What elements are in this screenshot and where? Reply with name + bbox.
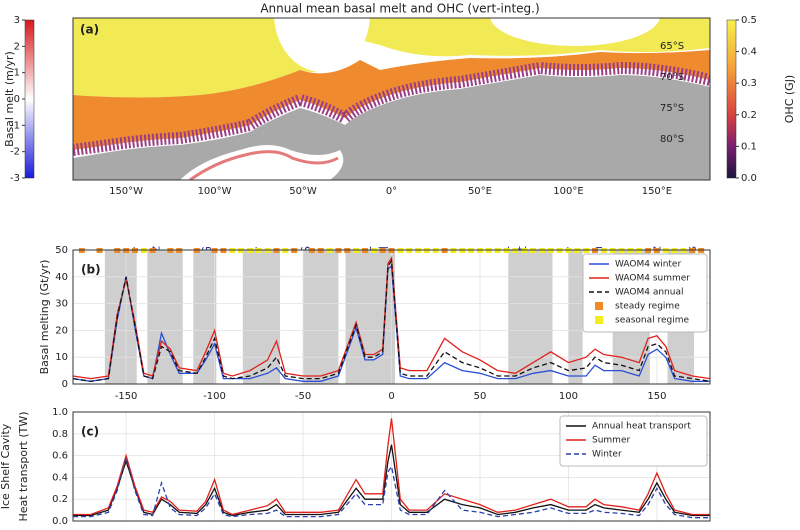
colorbar-tick-label: 0.3 [741,78,757,89]
x-tick-label: -100 [203,391,226,402]
x-tick-label: 0 [388,391,394,402]
colorbar-label: Basal melt (m/yr) [3,51,16,147]
colorbar-tick-label: 0.2 [741,110,757,121]
legend-label: Summer [592,436,630,446]
lat-label: 70°S [660,72,684,83]
lon-label: 0° [386,186,397,197]
lat-label: 80°S [660,134,684,145]
legend-label: WAOM4 annual [615,288,683,298]
series-line [73,418,710,516]
y-tick-label: 0 [62,379,68,390]
colorbar-tick-label: 1 [14,68,20,79]
x-tick-label: 150 [647,391,666,402]
panel-label: (c) [81,425,99,439]
lon-label: 150°E [642,186,672,197]
colorbar-tick-label: 0 [14,94,20,105]
y-tick-label: 0.8 [52,429,68,440]
panel-label: (b) [81,263,101,277]
legend-label: steady regime [615,302,680,312]
shaded-region [568,250,583,384]
legend-label: seasonal regime [615,316,690,326]
lon-label: 100°E [553,186,583,197]
y-axis-label: Basal melting (Gt/yr) [38,260,51,375]
axes-frame [72,411,711,522]
y-tick-label: 0.0 [52,516,68,527]
legend [582,253,708,333]
colorbar-tick-label: 0.1 [741,141,757,152]
legend [559,415,708,467]
shaded-region [345,250,396,384]
y-tick-label: 40 [55,272,68,283]
series-line [73,444,710,517]
lon-label: 100°W [198,186,232,197]
colorbar-left [24,19,35,179]
panel-label: (a) [80,23,99,37]
legend-label: Winter [592,450,622,460]
series-line [72,256,711,380]
x-tick-label: -50 [295,391,311,402]
y-tick-label: 0.4 [52,472,68,483]
shaded-region [508,250,553,384]
shaded-region [193,250,217,384]
y-tick-label: 50 [55,245,68,256]
x-tick-label: 100 [559,391,578,402]
legend-label: WAOM4 winter [615,260,681,270]
y-axis-label: Heat transport (TW) [17,411,30,521]
colorbar-tick-label: -2 [10,147,20,158]
shaded-region [303,250,339,384]
colorbar-tick-label: 0.4 [741,47,757,58]
x-tick-label: -150 [115,391,138,402]
colorbar-tick-label: -1 [10,120,20,131]
y-tick-label: 30 [55,299,68,310]
colorbar-label: OHC (GJ) [783,75,796,123]
y-tick-label: 0.2 [52,494,68,505]
series-line [72,258,711,382]
colorbar-tick-label: 3 [14,15,20,26]
y-tick-label: 10 [55,352,68,363]
series-line [73,455,710,519]
lat-label: 65°S [660,41,684,52]
legend-label: WAOM4 summer [615,274,690,284]
lon-label: 50°W [289,186,317,197]
y-axis-label: Ice Shelf Cavity [0,423,12,509]
legend-label: Annual heat transport [592,422,691,432]
shaded-region [242,250,281,384]
map-frame [72,17,711,181]
series-line [72,264,710,382]
lon-label: 50°E [468,186,492,197]
x-tick-label: 50 [474,391,487,402]
legend-swatch [595,302,603,310]
colorbar-tick-label: 2 [14,41,20,52]
colorbar-right [726,19,737,179]
y-tick-label: 0.6 [52,451,68,462]
legend-swatch [595,316,603,324]
map [73,18,710,180]
lon-label: 150°W [109,186,143,197]
lat-label: 75°S [660,103,684,114]
y-tick-label: 20 [55,325,68,336]
y-tick-label: 1.0 [52,407,68,418]
title: Annual mean basal melt and OHC (vert-int… [260,2,539,16]
colorbar-tick-label: 0.0 [741,173,757,184]
axes-frame [72,249,711,385]
colorbar-tick-label: 0.5 [741,15,757,26]
colorbar-tick-label: -3 [10,173,20,184]
